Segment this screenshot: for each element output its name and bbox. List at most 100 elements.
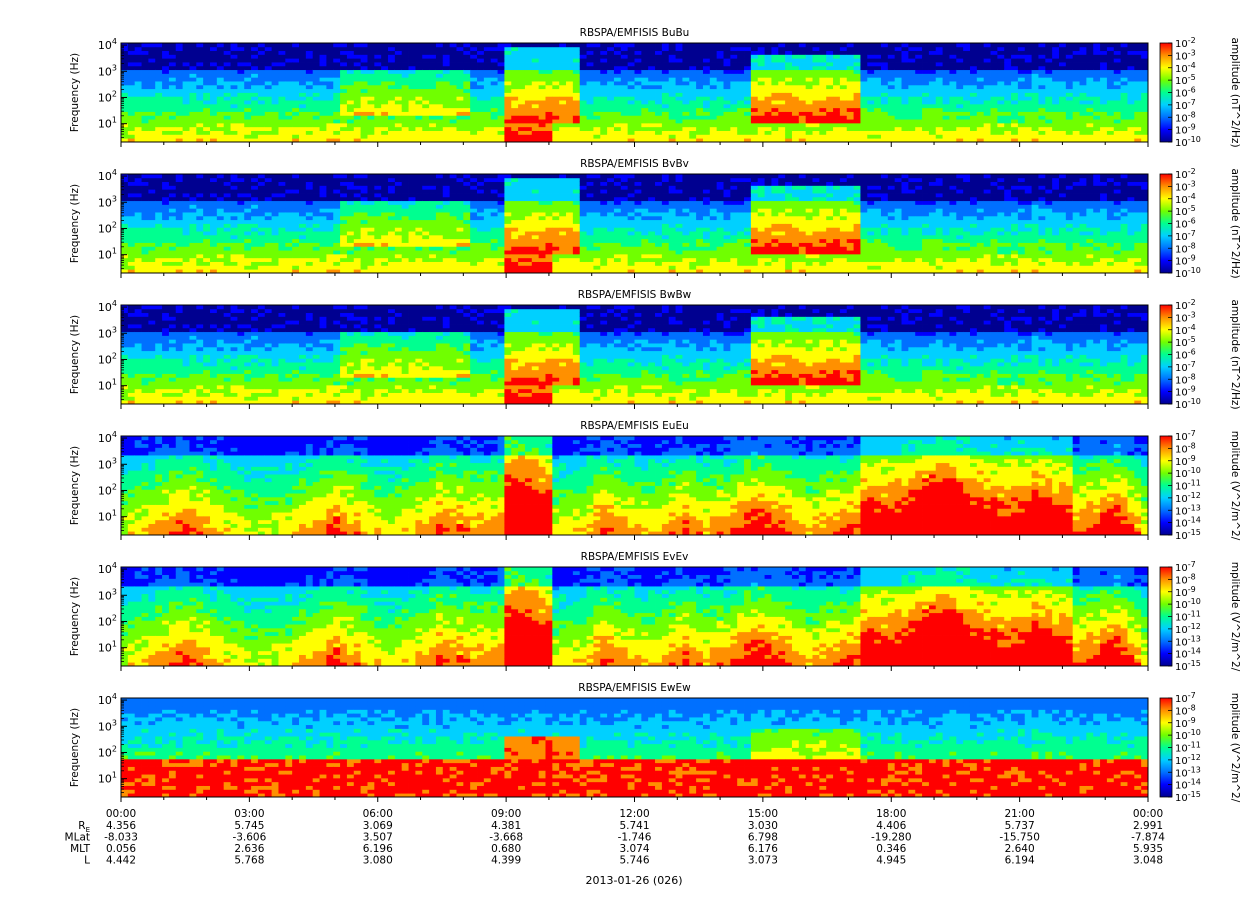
spectrogram-cell bbox=[224, 174, 231, 178]
spectrogram-cell bbox=[347, 185, 354, 189]
spectrogram-cell bbox=[929, 93, 936, 97]
spectrogram-cell bbox=[148, 70, 155, 74]
spectrogram-cell bbox=[970, 96, 977, 100]
spectrogram-cell bbox=[1107, 134, 1114, 138]
spectrogram-cell bbox=[943, 43, 950, 47]
spectrogram-cell bbox=[340, 224, 347, 228]
spectrogram-cell bbox=[381, 54, 388, 58]
spectrogram-cell bbox=[450, 77, 457, 81]
spectrogram-cell bbox=[915, 93, 922, 97]
spectrogram-cell bbox=[1127, 115, 1134, 119]
spectrogram-cell bbox=[121, 243, 128, 247]
spectrogram-cell bbox=[621, 112, 628, 116]
spectrogram-cell bbox=[867, 77, 874, 81]
spectrogram-cell bbox=[196, 212, 203, 216]
spectrogram-cell bbox=[662, 89, 669, 93]
spectrogram-cell bbox=[1086, 104, 1093, 108]
spectrogram-cell bbox=[196, 185, 203, 189]
spectrogram-cell bbox=[244, 54, 251, 58]
spectrogram-cell bbox=[189, 51, 196, 55]
spectrogram-cell bbox=[491, 127, 498, 131]
spectrogram-cell bbox=[155, 235, 162, 239]
spectrogram-cell bbox=[203, 43, 210, 47]
spectrogram-cell bbox=[210, 43, 217, 47]
spectrogram-cell bbox=[778, 54, 785, 58]
spectrogram-cell bbox=[320, 208, 327, 212]
spectrogram-cell bbox=[278, 123, 285, 127]
spectrogram-cell bbox=[977, 108, 984, 112]
spectrogram-cell bbox=[320, 100, 327, 104]
spectrogram-cell bbox=[545, 127, 552, 131]
spectrogram-cell bbox=[758, 43, 765, 47]
spectrogram-cell bbox=[272, 174, 279, 178]
spectrogram-cell bbox=[977, 51, 984, 55]
spectrogram-cell bbox=[244, 77, 251, 81]
spectrogram-cell bbox=[231, 231, 238, 235]
spectrogram-cell bbox=[333, 43, 340, 47]
spectrogram-cell bbox=[148, 112, 155, 116]
spectrogram-cell bbox=[1004, 85, 1011, 89]
spectrogram-cell bbox=[258, 108, 265, 112]
spectrogram-cell bbox=[826, 70, 833, 74]
spectrogram-cell bbox=[860, 43, 867, 47]
spectrogram-cell bbox=[148, 204, 155, 208]
spectrogram-cell bbox=[224, 112, 231, 116]
spectrogram-cell bbox=[429, 93, 436, 97]
spectrogram-cell bbox=[320, 104, 327, 108]
spectrogram-cell bbox=[1052, 66, 1059, 70]
spectrogram-cell bbox=[169, 51, 176, 55]
spectrogram-cell bbox=[354, 185, 361, 189]
spectrogram-cell bbox=[717, 58, 724, 62]
spectrogram-cell bbox=[237, 54, 244, 58]
spectrogram-cell bbox=[1100, 73, 1107, 77]
spectrogram-cell bbox=[313, 220, 320, 224]
spectrogram-cell bbox=[545, 58, 552, 62]
spectrogram-cell bbox=[936, 112, 943, 116]
spectrogram-cell bbox=[785, 89, 792, 93]
spectrogram-cell bbox=[217, 70, 224, 74]
spectrogram-cell bbox=[210, 70, 217, 74]
spectrogram-cell bbox=[532, 47, 539, 51]
spectrogram-cell bbox=[388, 123, 395, 127]
spectrogram-cell bbox=[456, 77, 463, 81]
spectrogram-cell bbox=[1011, 108, 1018, 112]
spectrogram-cell bbox=[915, 134, 922, 138]
spectrogram-cell bbox=[833, 54, 840, 58]
spectrogram-cell bbox=[128, 265, 135, 269]
spectrogram-cell bbox=[600, 66, 607, 70]
spectrogram-cell bbox=[1114, 115, 1121, 119]
spectrogram-cell bbox=[730, 58, 737, 62]
spectrogram-cell bbox=[1107, 100, 1114, 104]
spectrogram-cell bbox=[1011, 62, 1018, 66]
spectrogram-cell bbox=[285, 174, 292, 178]
spectrogram-cell bbox=[758, 104, 765, 108]
spectrogram-cell bbox=[477, 62, 484, 66]
spectrogram-cell bbox=[354, 93, 361, 97]
spectrogram-cell bbox=[272, 100, 279, 104]
spectrogram-cell bbox=[196, 189, 203, 193]
spectrogram-cell bbox=[682, 108, 689, 112]
spectrogram-cell bbox=[224, 231, 231, 235]
spectrogram-cell bbox=[566, 119, 573, 123]
spectrogram-cell bbox=[299, 58, 306, 62]
spectrogram-cell bbox=[320, 58, 327, 62]
spectrogram-cell bbox=[477, 96, 484, 100]
spectrogram-cell bbox=[532, 85, 539, 89]
spectrogram-cell bbox=[135, 212, 142, 216]
spectrogram-cell bbox=[491, 62, 498, 66]
spectrogram-cell bbox=[361, 77, 368, 81]
spectrogram-cell bbox=[183, 265, 190, 269]
spectrogram-cell bbox=[320, 201, 327, 205]
spectrogram-cell bbox=[881, 134, 888, 138]
spectrogram-cell bbox=[251, 204, 258, 208]
spectrogram-cell bbox=[320, 51, 327, 55]
spectrogram-cell bbox=[929, 134, 936, 138]
spectrogram-cell bbox=[231, 127, 238, 131]
spectrogram-cell bbox=[881, 77, 888, 81]
spectrogram-cell bbox=[874, 89, 881, 93]
spectrogram-cell bbox=[265, 127, 272, 131]
spectrogram-cell bbox=[854, 123, 861, 127]
spectrogram-cell bbox=[148, 119, 155, 123]
spectrogram-cell bbox=[258, 85, 265, 89]
spectrogram-cell bbox=[765, 77, 772, 81]
